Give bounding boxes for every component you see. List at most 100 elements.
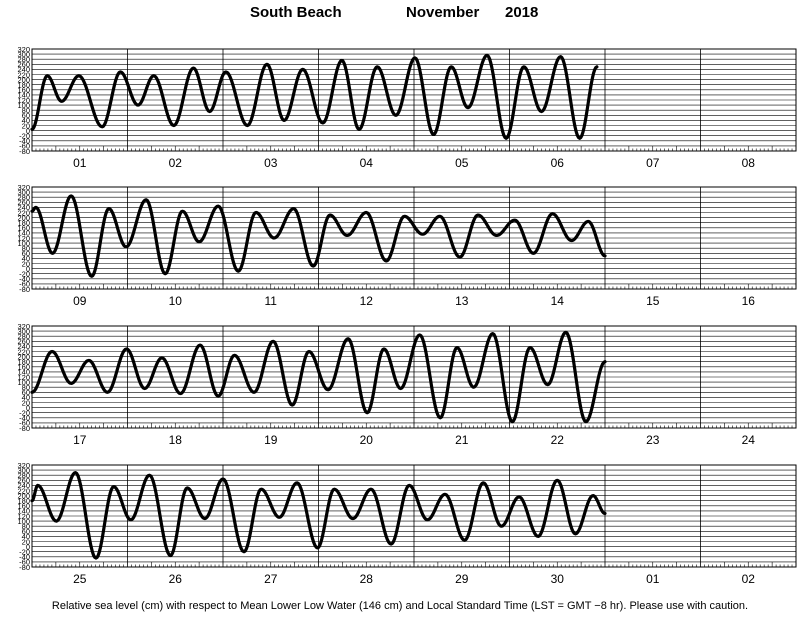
- y-tick-label: 20: [22, 259, 30, 268]
- title-month: November: [406, 4, 480, 21]
- y-tick-label: -40: [19, 137, 30, 146]
- day-label: 17: [73, 433, 87, 447]
- day-label: 01: [73, 156, 87, 170]
- y-tick-label: 140: [17, 368, 30, 377]
- day-label: 20: [360, 433, 374, 447]
- y-tick-label: 240: [17, 481, 30, 490]
- y-tick-label: 120: [17, 234, 30, 243]
- y-tick-label: 100: [17, 378, 30, 387]
- y-tick-label: 60: [22, 527, 30, 536]
- day-label: 11: [265, 294, 278, 308]
- y-tick-label: 280: [17, 193, 30, 202]
- day-label: 09: [73, 294, 87, 308]
- y-tick-label: 40: [22, 532, 30, 541]
- day-label: 13: [455, 294, 469, 308]
- y-tick-label: 20: [22, 398, 30, 407]
- tide-curve: [30, 53, 599, 140]
- panel-1: -80-60-40-200204060801001201401601802002…: [17, 45, 797, 170]
- y-tick-label: 60: [22, 111, 30, 120]
- y-tick-label: 220: [17, 347, 30, 356]
- y-tick-label: 320: [17, 322, 30, 331]
- y-tick-label: -40: [19, 414, 30, 423]
- y-tick-label: 140: [17, 229, 30, 238]
- day-label: 24: [742, 433, 756, 447]
- y-tick-label: 160: [17, 224, 30, 233]
- panel-2: -80-60-40-200204060801001201401601802002…: [17, 183, 797, 308]
- y-tick-label: 240: [17, 203, 30, 212]
- y-tick-label: 60: [22, 388, 30, 397]
- y-tick-label: -20: [19, 548, 30, 557]
- day-label: 15: [646, 294, 660, 308]
- footer-note: Relative sea level (cm) with respect to …: [51, 600, 749, 612]
- y-tick-label: -80: [19, 147, 30, 156]
- y-tick-label: 200: [17, 213, 30, 222]
- title-year: 2018: [505, 4, 539, 21]
- y-tick-label: 220: [17, 486, 30, 495]
- y-tick-label: 200: [17, 75, 30, 84]
- y-tick-label: 320: [17, 45, 30, 54]
- y-tick-label: 40: [22, 393, 30, 402]
- y-tick-label: 280: [17, 471, 30, 480]
- day-label: 10: [169, 294, 183, 308]
- y-tick-label: 300: [17, 466, 30, 475]
- day-label: 22: [551, 433, 565, 447]
- y-tick-label: 40: [22, 116, 30, 125]
- y-tick-label: 100: [17, 101, 30, 110]
- y-tick-label: 80: [22, 244, 30, 253]
- y-tick-label: -80: [19, 563, 30, 572]
- day-label: 26: [169, 572, 183, 586]
- y-tick-label: 120: [17, 373, 30, 382]
- y-tick-label: -20: [19, 409, 30, 418]
- day-label: 14: [551, 294, 565, 308]
- y-tick-label: 260: [17, 337, 30, 346]
- day-label: 02: [169, 156, 183, 170]
- day-label: 28: [360, 572, 374, 586]
- tide-chart: -80-60-40-200204060801001201401601802002…: [17, 45, 797, 586]
- y-tick-label: 260: [17, 60, 30, 69]
- day-label: 29: [455, 572, 469, 586]
- day-label: 01: [646, 572, 660, 586]
- title-location: South Beach: [250, 4, 342, 21]
- y-tick-label: 160: [17, 86, 30, 95]
- tide-curve: [30, 194, 607, 278]
- y-tick-label: -20: [19, 132, 30, 141]
- y-tick-label: 280: [17, 55, 30, 64]
- day-label: 07: [646, 156, 660, 170]
- chart-title: South Beach November 2018: [0, 4, 800, 26]
- y-tick-label: 160: [17, 363, 30, 372]
- day-label: 18: [169, 433, 183, 447]
- day-label: 05: [455, 156, 469, 170]
- day-label: 06: [551, 156, 565, 170]
- y-tick-label: 0: [26, 126, 30, 135]
- y-tick-label: -40: [19, 275, 30, 284]
- y-tick-label: 180: [17, 219, 30, 228]
- day-label: 03: [264, 156, 278, 170]
- day-label: 23: [646, 433, 660, 447]
- y-tick-label: 0: [26, 542, 30, 551]
- y-tick-label: 160: [17, 502, 30, 511]
- day-label: 30: [551, 572, 565, 586]
- y-tick-label: 320: [17, 183, 30, 192]
- y-tick-label: 220: [17, 70, 30, 79]
- y-tick-label: 240: [17, 65, 30, 74]
- y-tick-label: 180: [17, 81, 30, 90]
- day-label: 16: [742, 294, 756, 308]
- day-label: 21: [455, 433, 469, 447]
- day-label: 04: [360, 156, 374, 170]
- y-tick-label: 20: [22, 121, 30, 130]
- y-tick-label: 260: [17, 198, 30, 207]
- day-label: 27: [264, 572, 278, 586]
- day-label: 12: [360, 294, 374, 308]
- day-label: 25: [73, 572, 87, 586]
- panel-3: -80-60-40-200204060801001201401601802002…: [17, 322, 797, 447]
- tide-curve: [30, 471, 607, 560]
- day-label: 19: [264, 433, 278, 447]
- y-tick-label: 300: [17, 327, 30, 336]
- y-tick-label: -60: [19, 558, 30, 567]
- y-tick-label: 20: [22, 537, 30, 546]
- y-tick-label: -60: [19, 280, 30, 289]
- tide-curve: [30, 330, 607, 424]
- y-tick-label: 200: [17, 491, 30, 500]
- y-tick-label: 80: [22, 383, 30, 392]
- y-tick-label: 140: [17, 91, 30, 100]
